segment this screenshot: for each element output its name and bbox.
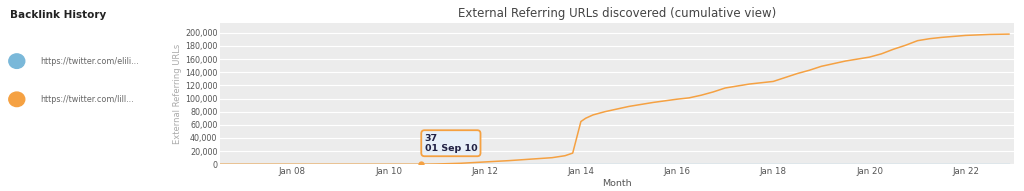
Text: Backlink History: Backlink History	[10, 10, 106, 19]
Text: https://twitter.com/elili...: https://twitter.com/elili...	[40, 57, 138, 66]
Circle shape	[9, 54, 25, 68]
Title: External Referring URLs discovered (cumulative view): External Referring URLs discovered (cumu…	[458, 7, 776, 20]
Text: https://twitter.com/lill...: https://twitter.com/lill...	[40, 95, 133, 104]
X-axis label: Month: Month	[602, 179, 632, 188]
Circle shape	[9, 92, 25, 107]
Text: 37
01 Sep 10: 37 01 Sep 10	[425, 134, 477, 153]
Y-axis label: External Referring URLs: External Referring URLs	[173, 44, 182, 144]
